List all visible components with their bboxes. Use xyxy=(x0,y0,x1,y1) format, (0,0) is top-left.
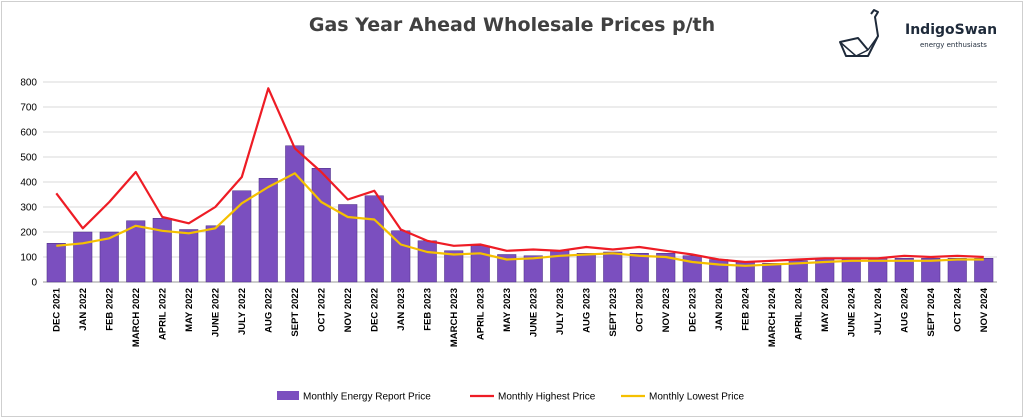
x-tick-label: JULY 2024 xyxy=(873,287,884,335)
bar xyxy=(364,195,384,283)
legend-label: Monthly Energy Report Price xyxy=(303,392,431,403)
y-tick-label: 100 xyxy=(20,253,37,264)
x-tick-label: NOV 2024 xyxy=(979,287,990,332)
x-tick-label: JUNE 2024 xyxy=(846,287,857,337)
x-tick-label: JUNE 2022 xyxy=(210,288,221,337)
x-tick-label: MARCH 2023 xyxy=(449,288,460,347)
brand-name: IndigoSwan xyxy=(905,22,998,38)
x-tick-label: SEPT 2022 xyxy=(290,288,301,337)
bar xyxy=(894,258,914,283)
x-tick-label: AUG 2022 xyxy=(263,288,274,333)
y-tick-label: 700 xyxy=(20,103,37,114)
x-tick-label: AUG 2024 xyxy=(899,287,910,333)
y-tick-label: 500 xyxy=(20,153,37,164)
x-tick-label: SEPT 2024 xyxy=(926,287,937,336)
x-tick-label: AUG 2023 xyxy=(581,288,592,333)
x-axis-ticks: DEC 2021 JAN 2022 FEB 2022 MARCH 2022 APRIL … xyxy=(51,287,990,347)
x-tick-label: NOV 2023 xyxy=(661,288,672,332)
bar xyxy=(152,218,172,283)
bar xyxy=(603,251,623,283)
brand-tagline: energy enthusiasts xyxy=(920,41,987,49)
gridlines xyxy=(43,81,997,283)
bar xyxy=(629,253,649,283)
chart-title: Gas Year Ahead Wholesale Prices p/th xyxy=(308,14,716,36)
bar xyxy=(576,253,596,283)
x-tick-label: OCT 2022 xyxy=(316,288,327,332)
bar xyxy=(921,258,941,283)
x-tick-label: JULY 2023 xyxy=(555,288,566,335)
bar xyxy=(497,254,517,283)
x-tick-label: MAY 2024 xyxy=(820,287,831,332)
x-tick-label: OCT 2023 xyxy=(634,288,645,332)
x-tick-label: DEC 2023 xyxy=(687,288,698,332)
y-tick-label: 0 xyxy=(31,278,37,289)
y-tick-label: 400 xyxy=(20,178,37,189)
legend-swatch xyxy=(277,391,299,400)
x-tick-label: MAY 2023 xyxy=(502,288,513,332)
bar xyxy=(391,230,411,283)
x-tick-label: DEC 2022 xyxy=(369,288,380,332)
bar xyxy=(311,168,331,283)
x-tick-label: JULY 2022 xyxy=(237,288,248,335)
x-tick-label: MAY 2022 xyxy=(184,288,195,332)
legend: Monthly Energy Report Price Monthly Highe… xyxy=(277,391,744,403)
bar xyxy=(99,231,119,283)
legend-item: Monthly Highest Price xyxy=(470,392,596,403)
bar xyxy=(338,204,358,283)
y-tick-label: 200 xyxy=(20,228,37,239)
x-tick-label: APRIL 2023 xyxy=(475,288,486,340)
x-tick-label: FEB 2022 xyxy=(104,288,115,331)
x-tick-label: JAN 2023 xyxy=(396,288,407,331)
bar xyxy=(523,255,543,283)
bar xyxy=(285,145,305,283)
bar xyxy=(947,258,967,283)
bar xyxy=(258,178,278,283)
x-tick-label: APRIL 2022 xyxy=(157,288,168,340)
x-tick-label: NOV 2022 xyxy=(343,288,354,332)
series-line xyxy=(56,172,984,267)
bar xyxy=(126,220,146,283)
bar xyxy=(444,250,464,283)
indigoswan-logo-icon xyxy=(839,9,879,57)
x-tick-label: JAN 2022 xyxy=(78,288,89,331)
bar xyxy=(788,260,808,283)
bar xyxy=(417,240,437,283)
y-tick-label: 600 xyxy=(20,128,37,139)
legend-label: Monthly Highest Price xyxy=(498,392,596,403)
bar xyxy=(470,245,490,283)
x-tick-label: OCT 2024 xyxy=(952,287,963,332)
legend-label: Monthly Lowest Price xyxy=(649,392,744,403)
bar xyxy=(205,225,225,283)
x-tick-label: DEC 2021 xyxy=(51,287,62,332)
x-tick-label: JAN 2024 xyxy=(714,287,725,330)
legend-item: Monthly Lowest Price xyxy=(621,392,744,403)
y-tick-label: 300 xyxy=(20,203,37,214)
bar xyxy=(73,231,93,283)
line-series xyxy=(55,87,984,267)
x-tick-label: SEPT 2023 xyxy=(608,288,619,337)
bar xyxy=(179,229,199,283)
y-tick-label: 800 xyxy=(20,78,37,89)
bar xyxy=(974,258,994,283)
x-tick-label: MARCH 2022 xyxy=(131,288,142,347)
x-tick-label: APRIL 2024 xyxy=(793,287,804,340)
x-tick-label: FEB 2024 xyxy=(740,287,751,330)
legend-item: Monthly Energy Report Price xyxy=(277,391,431,403)
x-tick-label: JUNE 2023 xyxy=(528,288,539,337)
x-tick-label: MARCH 2024 xyxy=(767,287,778,347)
bar xyxy=(762,263,782,283)
bar xyxy=(46,243,66,283)
series-line xyxy=(55,87,984,264)
x-tick-label: FEB 2023 xyxy=(422,288,433,331)
y-axis-ticks: 0 100 200 300 400 500 600 700 800 xyxy=(20,78,37,289)
bar xyxy=(656,253,676,283)
bar xyxy=(232,190,252,283)
